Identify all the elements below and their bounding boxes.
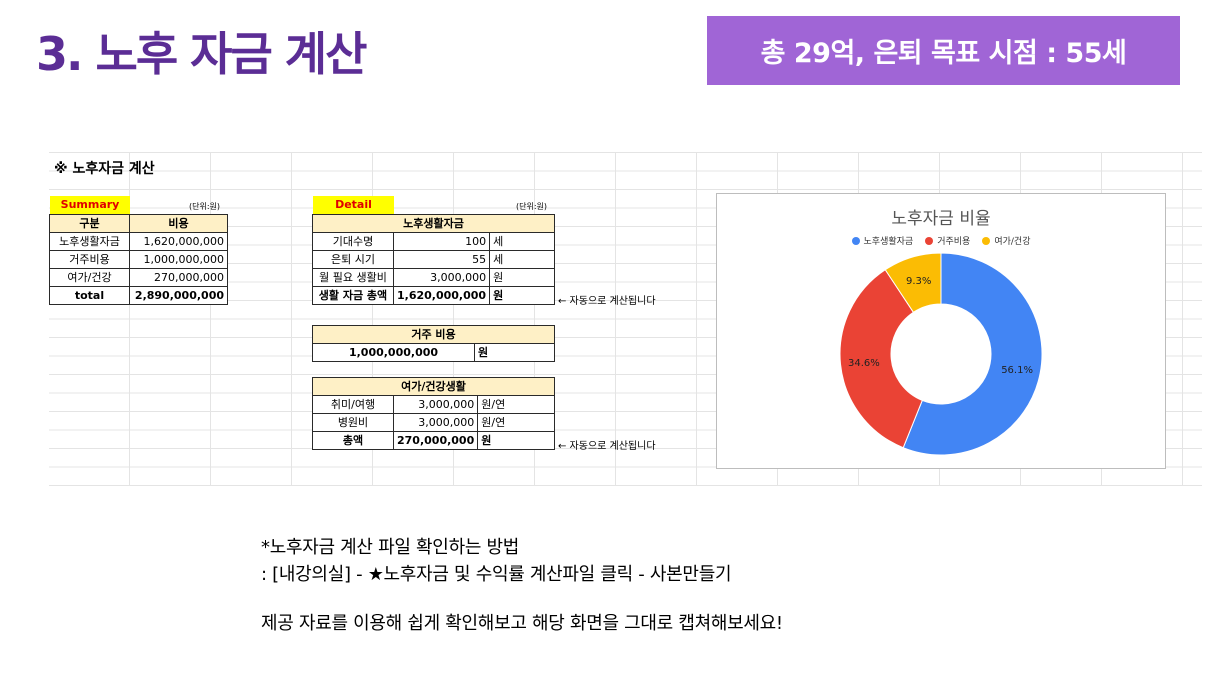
table-row: 취미/여행 3,000,000 원/연	[312, 395, 555, 414]
table-row: 병원비 3,000,000 원/연	[312, 413, 555, 432]
auto-calc-note: ← 자동으로 계산됩니다	[558, 441, 656, 452]
table-row: 생활 자금 총액 1,620,000,000 원	[312, 286, 555, 305]
pie-slice-label-0: 56.1%	[1001, 365, 1033, 376]
housing-cost-header: 거주 비용	[312, 325, 555, 344]
leisure-cost-table: 여가/건강생활 취미/여행 3,000,000 원/연 병원비 3,000,00…	[312, 377, 555, 450]
leisure-unit: 원/연	[477, 395, 555, 414]
pie-slice-label-1: 34.6%	[848, 358, 880, 369]
summary-value: 1,000,000,000	[129, 250, 228, 269]
legend-label: 노후생활자금	[863, 237, 914, 247]
summary-label: 거주비용	[49, 250, 130, 269]
instructions-line-1: *노후자금 계산 파일 확인하는 방법	[261, 537, 520, 558]
legend-label: 여가/건강	[994, 237, 1031, 247]
living-cost-table: 노후생활자금 기대수명 100 세 은퇴 시기 55 세 월 필요 생활비 3,…	[312, 214, 555, 305]
living-total-unit: 원	[489, 286, 555, 305]
living-total-label: 생활 자금 총액	[312, 286, 394, 305]
leisure-unit: 원/연	[477, 413, 555, 432]
living-total-value: 1,620,000,000	[392, 286, 491, 305]
detail-unit-note: (단위:원)	[516, 202, 548, 211]
summary-label: 여가/건강	[49, 268, 130, 287]
summary-header-category: 구분	[49, 214, 130, 233]
chart-legend: 노후생활자금 거주비용 여가/건강	[717, 234, 1165, 247]
leisure-total-unit: 원	[477, 431, 555, 450]
summary-tag: Summary	[50, 196, 130, 214]
pie-chart: 노후자금 비율 노후생활자금 거주비용 여가/건강 56.1% 34.6% 9.3%	[716, 193, 1166, 469]
housing-value: 1,000,000,000	[312, 343, 475, 362]
living-label: 월 필요 생활비	[312, 268, 394, 287]
living-value: 3,000,000	[392, 268, 491, 287]
summary-unit-note: (단위:원)	[189, 202, 221, 211]
donut-chart-svg: 56.1% 34.6% 9.3%	[839, 252, 1043, 456]
instructions: *노후자금 계산 파일 확인하는 방법 : [내강의실] - ★노후자금 및 수…	[261, 534, 783, 637]
detail-tag: Detail	[313, 196, 394, 214]
legend-item: 노후생활자금	[851, 234, 914, 247]
living-value: 55	[392, 250, 491, 269]
summary-header-cost: 비용	[129, 214, 228, 233]
instructions-line-3: 제공 자료를 이용해 쉽게 확인해보고 해당 화면을 그대로 캡쳐해보세요!	[261, 613, 783, 634]
living-cost-header: 노후생활자금	[312, 214, 555, 233]
legend-dot-1	[925, 236, 934, 245]
summary-label: 노후생활자금	[49, 232, 130, 251]
summary-total-value: 2,890,000,000	[129, 286, 228, 305]
leisure-total-label: 총액	[312, 431, 394, 450]
leisure-value: 3,000,000	[392, 395, 479, 414]
leisure-value: 3,000,000	[392, 413, 479, 432]
leisure-label: 병원비	[312, 413, 394, 432]
leisure-total-value: 270,000,000	[392, 431, 479, 450]
table-row: 기대수명 100 세	[312, 232, 555, 251]
legend-dot-0	[851, 236, 860, 245]
legend-dot-2	[982, 236, 991, 245]
summary-value: 1,620,000,000	[129, 232, 228, 251]
summary-total-label: total	[49, 286, 130, 305]
pie-slice-label-2: 9.3%	[906, 276, 931, 287]
summary-table: 구분 비용 노후생활자금 1,620,000,000 거주비용 1,000,00…	[49, 214, 228, 305]
housing-unit: 원	[474, 343, 555, 362]
slide-title: 3. 노후 자금 계산	[36, 27, 367, 81]
sheet-title: ※ 노후자금 계산	[54, 161, 155, 177]
chart-title: 노후자금 비율	[891, 209, 991, 229]
goal-banner: 총 29억, 은퇴 목표 시점 : 55세	[707, 16, 1180, 85]
table-row: 총액 270,000,000 원	[312, 431, 555, 450]
living-unit: 세	[489, 250, 555, 269]
legend-item: 거주비용	[925, 234, 970, 247]
housing-cost-table: 거주 비용 1,000,000,000 원	[312, 325, 555, 362]
pie-slice-1	[839, 269, 923, 449]
living-value: 100	[392, 232, 491, 251]
table-row: 여가/건강 270,000,000	[49, 268, 228, 287]
leisure-cost-header: 여가/건강생활	[312, 377, 555, 396]
living-label: 은퇴 시기	[312, 250, 394, 269]
table-row: 은퇴 시기 55 세	[312, 250, 555, 269]
pie-slice-2	[884, 252, 942, 313]
auto-calc-note: ← 자동으로 계산됩니다	[558, 296, 656, 307]
table-row: 월 필요 생활비 3,000,000 원	[312, 268, 555, 287]
spreadsheet-screenshot: ※ 노후자금 계산 Summary (단위:원) 구분 비용 노후생활자금 1,…	[49, 152, 1202, 486]
pie-slice-0	[902, 252, 1043, 456]
instructions-line-2: : [내강의실] - ★노후자금 및 수익률 계산파일 클릭 - 사본만들기	[261, 564, 732, 585]
living-unit: 원	[489, 268, 555, 287]
living-label: 기대수명	[312, 232, 394, 251]
legend-label: 거주비용	[937, 237, 971, 247]
table-row: 노후생활자금 1,620,000,000	[49, 232, 228, 251]
living-unit: 세	[489, 232, 555, 251]
table-row: 거주비용 1,000,000,000	[49, 250, 228, 269]
table-row: 1,000,000,000 원	[312, 343, 555, 362]
leisure-label: 취미/여행	[312, 395, 394, 414]
table-row: total 2,890,000,000	[49, 286, 228, 305]
legend-item: 여가/건강	[982, 234, 1030, 247]
summary-value: 270,000,000	[129, 268, 228, 287]
